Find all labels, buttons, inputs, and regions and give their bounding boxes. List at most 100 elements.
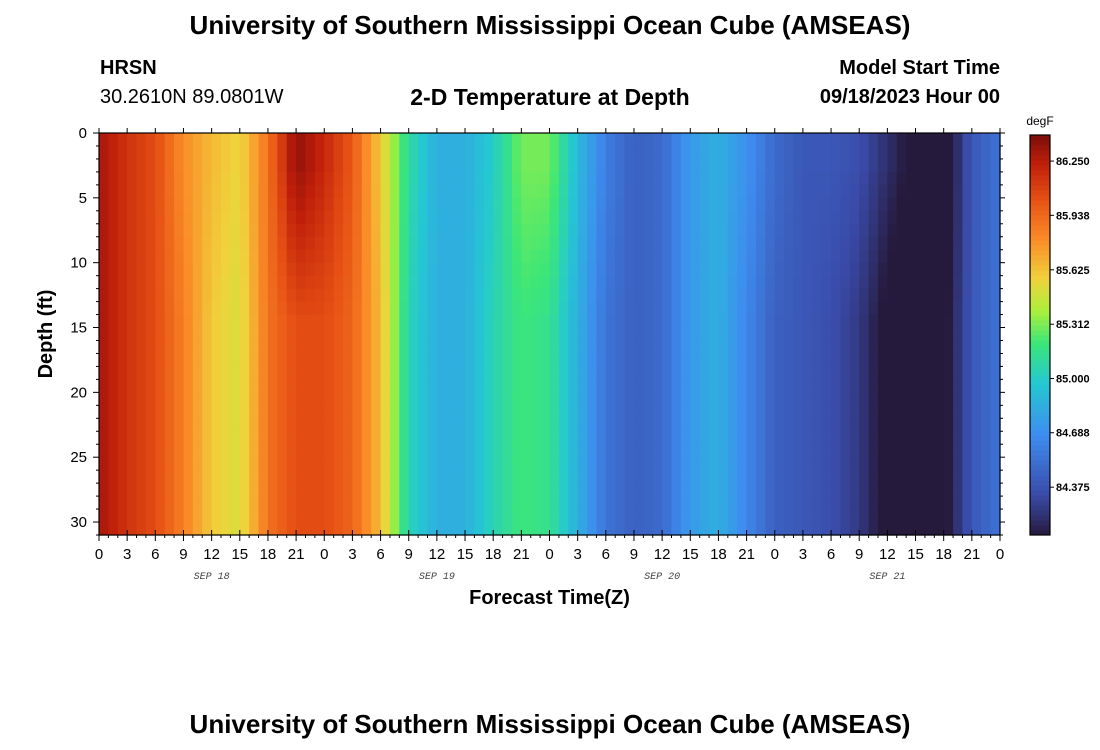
heatmap-cell bbox=[324, 509, 335, 523]
heatmap-cell bbox=[117, 314, 128, 329]
heatmap-cell bbox=[558, 431, 569, 445]
heatmap-cell bbox=[737, 405, 748, 419]
heatmap-cell bbox=[840, 133, 851, 147]
heatmap-cell bbox=[953, 392, 964, 406]
heatmap-cell bbox=[296, 522, 307, 536]
heatmap-cell bbox=[145, 327, 156, 342]
heatmap-cell bbox=[934, 522, 945, 536]
heatmap-cell bbox=[868, 262, 879, 277]
heatmap-cell bbox=[934, 509, 945, 523]
heatmap-cell bbox=[624, 249, 635, 264]
heatmap-cell bbox=[868, 470, 879, 484]
heatmap-cell bbox=[624, 236, 635, 251]
heatmap-cell bbox=[305, 249, 316, 264]
heatmap-cell bbox=[774, 392, 785, 406]
heatmap-cell bbox=[699, 444, 710, 458]
colorbar-segment bbox=[1030, 450, 1050, 456]
heatmap-cell bbox=[924, 392, 935, 406]
heatmap-cell bbox=[699, 236, 710, 251]
heatmap-cell bbox=[727, 496, 738, 510]
heatmap-cell bbox=[671, 444, 682, 458]
heatmap-cell bbox=[587, 353, 598, 368]
heatmap-cell bbox=[155, 470, 166, 484]
heatmap-cell bbox=[230, 470, 241, 484]
heatmap-cell bbox=[699, 133, 710, 147]
heatmap-cell bbox=[474, 392, 485, 406]
heatmap-cell bbox=[652, 158, 663, 173]
heatmap-cell bbox=[643, 262, 654, 277]
heatmap-cell bbox=[258, 431, 269, 445]
heatmap-cell bbox=[737, 249, 748, 264]
heatmap-cell bbox=[164, 470, 175, 484]
heatmap-cell bbox=[953, 418, 964, 432]
heatmap-cell bbox=[859, 145, 870, 160]
heatmap-cell bbox=[324, 301, 335, 316]
heatmap-cell bbox=[709, 392, 720, 406]
heatmap-cell bbox=[267, 158, 278, 173]
heatmap-cell bbox=[530, 379, 541, 393]
heatmap-cell bbox=[896, 223, 907, 238]
heatmap-cell bbox=[192, 275, 203, 290]
heatmap-cell bbox=[380, 171, 391, 186]
heatmap-cell bbox=[709, 457, 720, 471]
heatmap-cell bbox=[821, 366, 832, 380]
heatmap-cell bbox=[906, 340, 917, 355]
heatmap-cell bbox=[577, 340, 588, 355]
heatmap-cell bbox=[108, 327, 119, 342]
heatmap-cell bbox=[821, 444, 832, 458]
heatmap-cell bbox=[558, 184, 569, 199]
heatmap-cell bbox=[915, 249, 926, 264]
heatmap-cell bbox=[906, 431, 917, 445]
heatmap-cell bbox=[784, 509, 795, 523]
heatmap-cell bbox=[934, 405, 945, 419]
heatmap-cell bbox=[521, 431, 532, 445]
heatmap-cell bbox=[164, 405, 175, 419]
heatmap-cell bbox=[784, 197, 795, 212]
heatmap-cell bbox=[343, 457, 354, 471]
heatmap-cell bbox=[690, 470, 701, 484]
heatmap-cell bbox=[540, 470, 551, 484]
heatmap-cell bbox=[99, 418, 109, 432]
heatmap-cell bbox=[549, 171, 560, 186]
heatmap-cell bbox=[765, 444, 776, 458]
heatmap-cell bbox=[155, 327, 166, 342]
heatmap-cell bbox=[549, 392, 560, 406]
heatmap-cell bbox=[934, 288, 945, 303]
heatmap-cell bbox=[680, 509, 691, 523]
heatmap-cell bbox=[249, 496, 260, 510]
heatmap-cell bbox=[633, 431, 644, 445]
heatmap-cell bbox=[155, 301, 166, 316]
colorbar-segment bbox=[1030, 360, 1050, 366]
heatmap-cell bbox=[540, 353, 551, 368]
heatmap-cell bbox=[990, 444, 1001, 458]
heatmap-cell bbox=[662, 171, 673, 186]
heatmap-cell bbox=[699, 418, 710, 432]
heatmap-cell bbox=[802, 158, 813, 173]
heatmap-cell bbox=[934, 483, 945, 497]
heatmap-cell bbox=[493, 431, 504, 445]
heatmap-cell bbox=[962, 301, 973, 316]
heatmap-cell bbox=[221, 275, 231, 290]
heatmap-cell bbox=[418, 483, 429, 497]
heatmap-cell bbox=[174, 275, 185, 290]
heatmap-cell bbox=[108, 145, 119, 160]
heatmap-cell bbox=[568, 288, 579, 303]
heatmap-cell bbox=[577, 470, 588, 484]
heatmap-cell bbox=[493, 366, 504, 380]
heatmap-cell bbox=[662, 353, 673, 368]
heatmap-cell bbox=[671, 223, 682, 238]
heatmap-cell bbox=[549, 431, 560, 445]
colorbar-label: 84.688 bbox=[1056, 428, 1090, 440]
heatmap-cell bbox=[934, 457, 945, 471]
heatmap-cell bbox=[821, 210, 832, 225]
heatmap-cell bbox=[746, 379, 757, 393]
heatmap-cell bbox=[211, 509, 222, 523]
heatmap-cell bbox=[699, 483, 710, 497]
heatmap-cell bbox=[389, 158, 400, 173]
heatmap-cell bbox=[624, 288, 635, 303]
heatmap-cell bbox=[859, 379, 870, 393]
heatmap-cell bbox=[577, 301, 588, 316]
heatmap-cell bbox=[99, 145, 109, 160]
heatmap-cell bbox=[192, 379, 203, 393]
heatmap-cell bbox=[343, 496, 354, 510]
